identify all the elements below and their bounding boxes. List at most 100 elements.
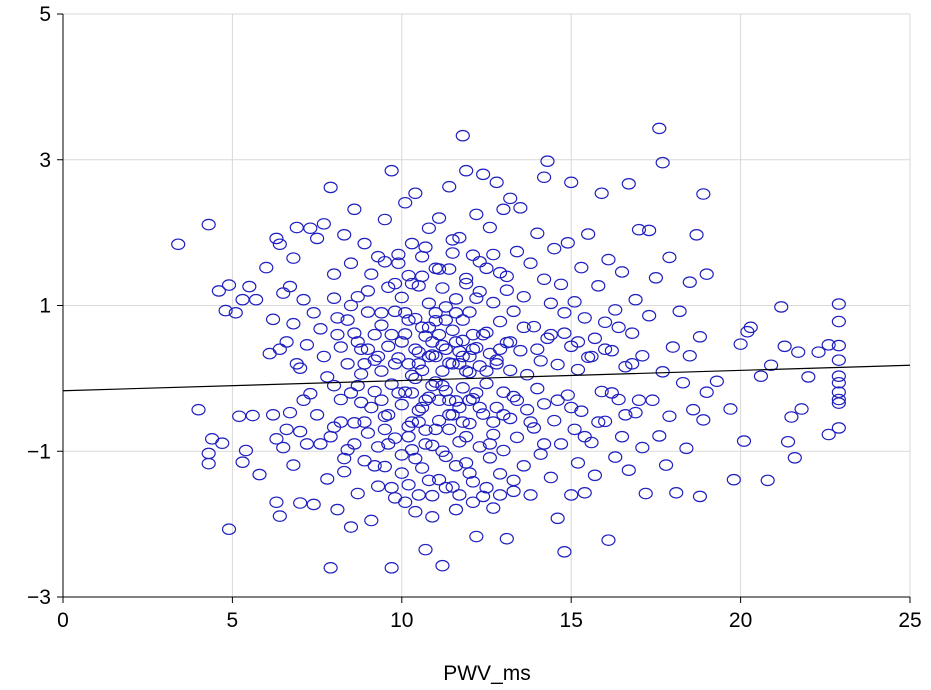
data-point: [442, 423, 457, 436]
data-point: [503, 336, 518, 348]
data-point: [262, 347, 277, 360]
data-point: [350, 487, 365, 500]
data-point: [310, 232, 325, 245]
x-axis-title: PWV_ms: [443, 662, 531, 685]
data-point: [381, 438, 396, 450]
data-point: [235, 456, 250, 468]
data-point: [421, 297, 437, 310]
data-point: [448, 306, 464, 319]
data-point: [415, 462, 430, 474]
data-point: [492, 468, 508, 480]
data-point: [435, 559, 450, 572]
data-point: [482, 452, 497, 464]
data-point: [652, 122, 667, 135]
data-point: [645, 394, 660, 407]
data-point: [323, 562, 338, 574]
data-point: [780, 435, 796, 448]
data-point: [306, 306, 321, 319]
data-point: [509, 394, 525, 407]
data-point: [374, 306, 389, 319]
data-point: [682, 349, 697, 362]
data-point: [404, 237, 420, 250]
data-point: [567, 423, 582, 436]
data-point: [323, 430, 338, 443]
data-point: [435, 379, 450, 392]
data-point: [496, 409, 511, 421]
data-point: [367, 328, 382, 341]
data-point: [587, 469, 603, 482]
data-point: [682, 276, 697, 288]
data-point: [621, 464, 636, 476]
data-point: [401, 430, 416, 443]
data-point: [625, 357, 640, 370]
data-point: [425, 511, 440, 523]
data-point: [370, 350, 386, 363]
data-point: [686, 403, 701, 416]
data-point: [499, 532, 514, 545]
data-point: [557, 306, 572, 319]
data-point: [486, 248, 501, 261]
data-point: [479, 377, 494, 390]
data-point: [296, 293, 311, 306]
data-point: [513, 344, 528, 357]
data-point: [472, 255, 487, 268]
data-point: [431, 212, 447, 224]
data-point: [577, 486, 592, 499]
data-point: [709, 375, 724, 388]
data-point: [387, 277, 403, 290]
data-point: [415, 250, 430, 263]
data-point: [577, 312, 592, 324]
data-point: [533, 355, 548, 367]
data-point: [459, 430, 474, 443]
data-point: [374, 394, 389, 407]
data-point: [370, 441, 386, 453]
data-point: [221, 523, 237, 536]
data-point: [584, 436, 599, 449]
data-point: [631, 394, 647, 407]
data-point: [377, 460, 392, 473]
data-point: [448, 293, 464, 305]
data-point: [459, 164, 474, 177]
data-point: [743, 321, 758, 334]
data-point: [364, 514, 379, 527]
data-point: [536, 438, 552, 450]
data-point: [536, 273, 552, 286]
data-point: [479, 262, 494, 275]
data-point: [448, 395, 464, 407]
data-point: [831, 315, 846, 328]
data-point: [462, 417, 477, 430]
data-point: [337, 465, 352, 478]
data-point: [347, 327, 362, 339]
data-point: [611, 321, 626, 334]
data-point: [543, 471, 558, 484]
data-point: [370, 480, 386, 493]
data-point: [282, 406, 298, 419]
data-point: [469, 530, 484, 543]
data-point: [550, 394, 565, 407]
data-point: [398, 386, 413, 399]
data-point: [831, 393, 846, 406]
data-point: [320, 473, 335, 485]
tick-labels: 0 5 10 15 20 25 −3 −1 1 3 5: [27, 3, 922, 632]
data-point: [469, 208, 484, 221]
data-point: [235, 293, 250, 306]
data-point: [516, 290, 531, 303]
data-point: [394, 291, 409, 304]
data-point: [482, 438, 497, 450]
data-point: [584, 350, 599, 363]
data-point: [354, 368, 369, 380]
data-point: [360, 306, 376, 318]
data-point: [411, 346, 426, 358]
y-tick-label: 1: [39, 295, 51, 318]
x-tick-label: 25: [898, 609, 921, 632]
data-point: [215, 437, 230, 450]
data-point: [337, 452, 352, 465]
y-tick-label: −3: [27, 586, 51, 609]
data-point: [472, 441, 487, 453]
data-point: [408, 452, 423, 465]
data-point: [218, 304, 233, 317]
data-point: [621, 177, 636, 190]
data-point: [394, 449, 409, 461]
y-tick-label: 3: [39, 149, 51, 172]
data-point: [404, 443, 420, 456]
